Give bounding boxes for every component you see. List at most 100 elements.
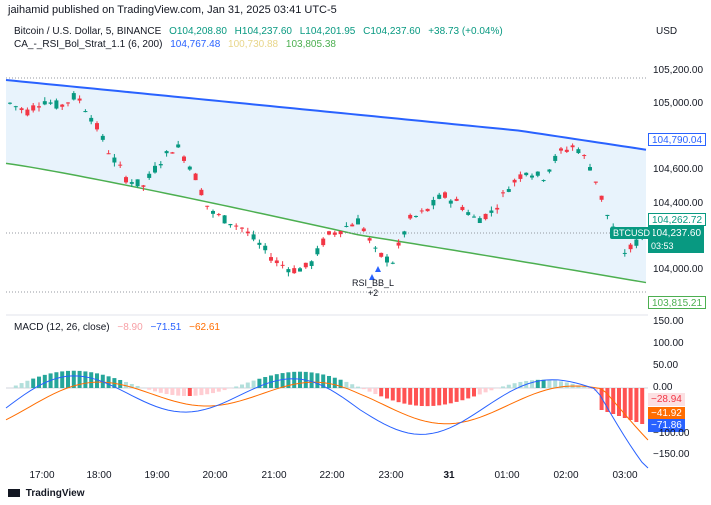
candle-body: [8, 102, 12, 104]
indicator-lower-value: 103,805.38: [285, 39, 336, 50]
macd-histogram-bar: [193, 388, 198, 396]
macd-histogram-bar: [71, 370, 76, 388]
price-tick: 105,200.00: [653, 65, 704, 76]
candle-body: [234, 225, 239, 227]
macd-histogram-bar: [425, 388, 430, 407]
macd-histogram-bar: [448, 388, 453, 404]
change-value: +38.73 (+0.04%): [428, 26, 503, 37]
macd-line-badge: −71.86: [648, 419, 685, 432]
candle-body: [187, 166, 192, 170]
candle-body: [385, 256, 389, 263]
candle-body: [106, 153, 111, 155]
candle-body: [83, 111, 88, 113]
macd-histogram-bar: [321, 374, 326, 388]
macd-histogram-bar: [344, 381, 349, 388]
macd-histogram-bar: [530, 380, 534, 388]
price-tick: 104,000.00: [653, 264, 704, 275]
symbol-name: Bitcoin / U.S. Dollar, 5, BINANCE: [14, 26, 162, 37]
macd-histogram-bar: [512, 383, 517, 388]
macd-histogram-bar: [153, 388, 157, 392]
candle-body: [274, 260, 279, 264]
candle-body: [42, 101, 47, 105]
macd-histogram-bar: [564, 382, 569, 388]
publish-info: jaihamid published on TradingView.com, J…: [8, 4, 337, 16]
signal-qty: +2: [367, 288, 379, 298]
macd-histogram-bar: [559, 381, 563, 388]
macd-histogram-bar: [553, 380, 558, 388]
macd-histogram-bar: [535, 379, 540, 388]
tradingview-logo[interactable]: TradingView: [8, 488, 85, 499]
macd-histogram-bar: [60, 371, 65, 388]
candle-body: [31, 105, 36, 111]
macd-histogram-bar: [164, 388, 169, 395]
mid-badge: 104,262.72: [648, 213, 707, 226]
macd-histogram-bar: [240, 384, 244, 388]
candle-body: [327, 231, 331, 235]
macd-signal-line: [5, 381, 649, 441]
indicator-name: CA_-_RSI_Bol_Strat_1.1 (6, 200): [14, 39, 163, 50]
candle-body: [257, 242, 262, 245]
candle-body: [605, 214, 610, 216]
macd-histogram-bar: [361, 388, 366, 390]
candle-body: [425, 208, 430, 212]
macd-histogram-bar: [135, 385, 140, 388]
candle-body: [530, 175, 534, 178]
candle-body: [437, 194, 442, 199]
macd-histogram-bar: [373, 388, 378, 395]
strategy-signal: RSI_BB_L +2: [352, 278, 394, 298]
candle-body: [506, 189, 511, 192]
macd-histogram-bar: [245, 382, 250, 388]
upper-band-line: [5, 79, 647, 151]
candle-body: [13, 106, 18, 108]
candle-body: [564, 149, 569, 152]
macd-histogram-bar: [54, 372, 59, 388]
candle-body: [524, 172, 529, 176]
macd-histogram-bar: [327, 375, 331, 388]
macd-histogram-bar: [640, 388, 645, 424]
macd-histogram-bar: [483, 388, 488, 393]
candle-body: [448, 200, 453, 204]
macd-name: MACD (12, 26, close): [14, 322, 110, 333]
macd-histogram-bar: [257, 378, 262, 388]
candle-body: [147, 173, 152, 178]
candle-body: [489, 210, 494, 213]
chart-canvas[interactable]: [5, 18, 649, 488]
macd-histogram-bar: [13, 385, 18, 388]
macd-histogram-bar: [286, 372, 291, 388]
symbol-tag: BTCUSD: [610, 227, 654, 239]
macd-histogram-bar: [205, 388, 210, 395]
candle-body: [89, 117, 94, 122]
time-tick: 20:00: [202, 470, 228, 481]
candle-body: [419, 210, 424, 212]
macd-histogram-bar: [385, 388, 389, 399]
macd-histogram-bar: [211, 388, 215, 394]
candle-body: [483, 213, 488, 220]
macd-histogram-bar: [390, 388, 395, 401]
macd-histogram-bar: [437, 388, 442, 406]
macd-histogram-bar: [518, 381, 523, 388]
time-tick: 18:00: [86, 470, 112, 481]
candle-body: [559, 148, 563, 151]
logo-icon: [8, 489, 20, 498]
macd-tick: 50.00: [653, 360, 679, 371]
macd-histogram-bar: [460, 388, 465, 401]
macd-histogram-bar: [501, 386, 505, 388]
candle-body: [216, 214, 221, 216]
price-badge: 104,237.60 03:53: [648, 226, 705, 253]
currency-label[interactable]: USD: [656, 26, 678, 37]
candle-body: [182, 156, 186, 161]
chart-area[interactable]: [5, 18, 649, 488]
macd-histogram-bar: [599, 388, 604, 410]
candle-body: [454, 198, 459, 201]
candle-body: [634, 239, 639, 246]
candle-body: [71, 93, 76, 100]
candle-body: [263, 245, 268, 251]
candle-body: [541, 180, 546, 182]
macd-histogram-bar: [402, 388, 407, 404]
macd-histogram-bar: [466, 388, 471, 399]
price-axis[interactable]: 105,200.00 105,000.00 104,600.00 104,400…: [648, 18, 711, 488]
macd-histogram-bar: [605, 388, 610, 412]
candle-body: [431, 199, 436, 206]
macd-histogram-bar: [42, 374, 47, 388]
macd-histogram-bar: [408, 388, 413, 405]
